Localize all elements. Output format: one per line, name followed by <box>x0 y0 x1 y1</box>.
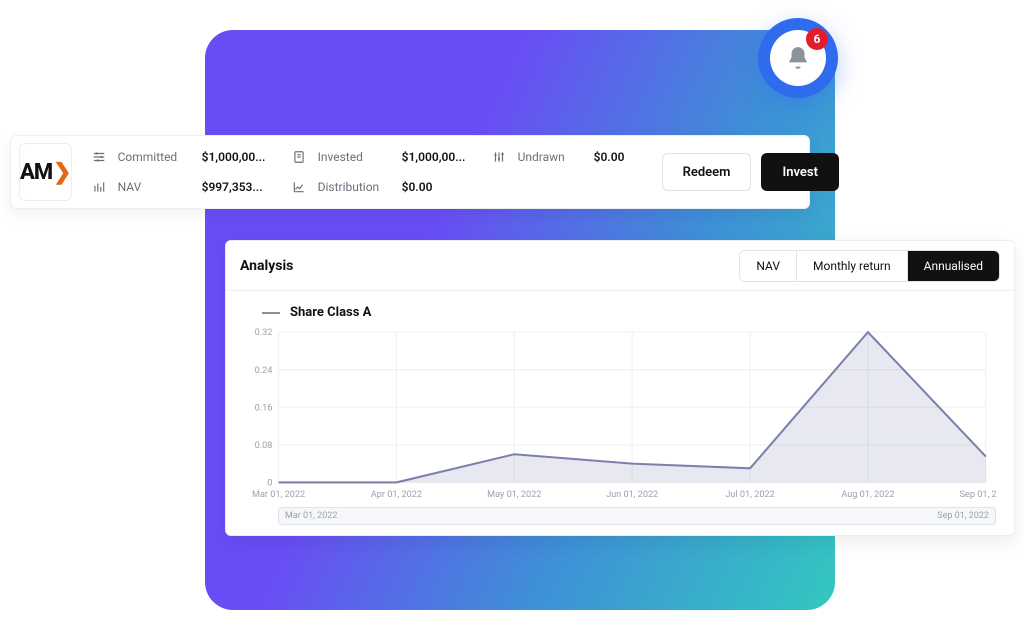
svg-text:0: 0 <box>267 477 272 488</box>
logo-accent: ❯ <box>53 160 70 185</box>
action-buttons: Redeem Invest <box>662 153 839 191</box>
line-chart-svg: 0 0.08 0.16 0.24 0.32 Mar 01, 2022 Apr 01, 202… <box>244 328 996 503</box>
portfolio-summary-bar: AM❯ Committed $1,000,00... Invested $1,0… <box>10 135 810 209</box>
chart-up-icon <box>292 180 314 194</box>
stat-label-committed: Committed <box>118 150 198 164</box>
stat-label-distribution: Distribution <box>318 180 398 194</box>
document-icon <box>292 150 314 164</box>
stat-value-committed: $1,000,00... <box>202 150 288 164</box>
bars-icon <box>92 180 114 194</box>
svg-text:Sep 01, 2022: Sep 01, 2022 <box>960 489 996 500</box>
range-end: Sep 01, 2022 <box>937 511 989 521</box>
brand-logo: AM❯ <box>19 143 72 201</box>
svg-text:May 01, 2022: May 01, 2022 <box>487 489 541 500</box>
analysis-panel: Analysis NAV Monthly return Annualised S… <box>225 240 1015 536</box>
stat-value-invested: $1,000,00... <box>402 150 488 164</box>
chart-plot[interactable]: 0 0.08 0.16 0.24 0.32 Mar 01, 2022 Apr 01, 202… <box>244 328 996 503</box>
series-legend: Share Class A <box>262 305 996 320</box>
invest-button[interactable]: Invest <box>761 153 838 191</box>
legend-line-icon <box>262 312 280 314</box>
stat-value-nav: $997,353... <box>202 180 288 194</box>
svg-text:Mar 01, 2022: Mar 01, 2022 <box>252 489 305 500</box>
svg-text:0.08: 0.08 <box>255 440 273 451</box>
stat-label-invested: Invested <box>318 150 398 164</box>
logo-text: AM <box>20 160 52 185</box>
svg-text:Aug 01, 2022: Aug 01, 2022 <box>841 489 894 500</box>
stats-grid: Committed $1,000,00... Invested $1,000,0… <box>92 147 650 197</box>
notification-inner: 6 <box>770 30 826 86</box>
tab-annualised[interactable]: Annualised <box>907 251 999 281</box>
svg-text:0.24: 0.24 <box>255 365 273 376</box>
stat-label-nav: NAV <box>118 180 198 194</box>
stat-value-distribution: $0.00 <box>402 180 488 194</box>
svg-text:Jul 01, 2022: Jul 01, 2022 <box>725 489 774 500</box>
svg-text:0.16: 0.16 <box>255 402 273 413</box>
notification-count-badge: 6 <box>806 28 828 50</box>
svg-text:Apr 01, 2022: Apr 01, 2022 <box>371 489 422 500</box>
svg-text:Jun 01, 2022: Jun 01, 2022 <box>606 489 658 500</box>
tab-nav[interactable]: NAV <box>740 251 796 281</box>
stat-label-undrawn: Undrawn <box>518 150 590 164</box>
date-range-slider[interactable]: Mar 01, 2022 Sep 01, 2022 <box>278 507 996 525</box>
adjust-icon <box>492 150 514 164</box>
analysis-title: Analysis <box>240 258 293 274</box>
chart-area: Share Class A 0 0.08 0.16 0.24 0.32 Mar 01, 2… <box>226 291 1014 535</box>
series-name: Share Class A <box>290 305 371 320</box>
notification-button[interactable]: 6 <box>758 18 838 98</box>
analysis-header: Analysis NAV Monthly return Annualised <box>226 241 1014 291</box>
svg-text:0.32: 0.32 <box>255 328 273 338</box>
tab-monthly-return[interactable]: Monthly return <box>796 251 907 281</box>
range-start: Mar 01, 2022 <box>285 511 337 521</box>
bell-icon <box>785 45 811 71</box>
analysis-tabs: NAV Monthly return Annualised <box>739 250 1000 282</box>
stat-value-undrawn: $0.00 <box>594 150 650 164</box>
redeem-button[interactable]: Redeem <box>662 153 752 191</box>
sliders-icon <box>92 150 114 164</box>
